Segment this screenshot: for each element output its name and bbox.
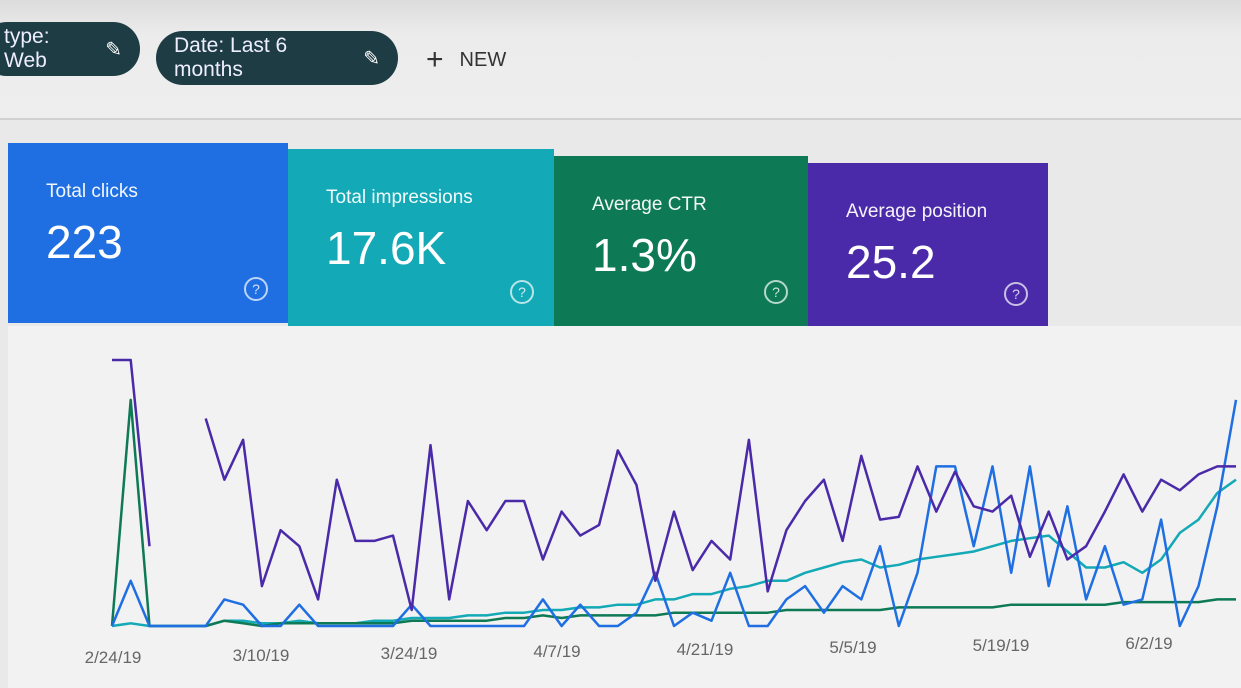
help-icon[interactable]: ? xyxy=(764,280,788,304)
help-icon[interactable]: ? xyxy=(510,280,534,304)
metric-value: 17.6K xyxy=(326,222,447,274)
x-tick-label: 5/5/19 xyxy=(829,638,877,657)
pencil-icon[interactable]: ✎ xyxy=(105,38,122,61)
x-tick-label: 4/21/19 xyxy=(676,640,734,659)
chip-label: Date: Last 6 months xyxy=(174,34,288,81)
search-type-filter-chip[interactable]: type: Web ✎ xyxy=(0,22,140,76)
plus-icon: + xyxy=(426,43,444,76)
chip-label: type: Web xyxy=(4,25,50,72)
x-tick-label: 3/10/19 xyxy=(232,646,290,665)
chart-svg xyxy=(110,358,1238,628)
metric-card-total-clicks[interactable]: Total clicks 223 ? xyxy=(8,143,288,323)
x-tick-label: 4/7/19 xyxy=(533,642,581,661)
metric-card-average-position[interactable]: Average position 25.2 ? xyxy=(808,163,1048,328)
filter-bar: type: Web ✎ Date: Last 6 months ✎ + NEW xyxy=(0,0,1241,120)
new-filter-button[interactable]: + NEW xyxy=(426,45,506,75)
pencil-icon[interactable]: ✎ xyxy=(363,47,380,70)
series-line-average-position xyxy=(112,358,1236,612)
x-tick-label: 2/24/19 xyxy=(84,648,142,667)
metric-value: 1.3% xyxy=(592,229,697,281)
series-line-average-ctr xyxy=(110,398,1236,628)
new-label: NEW xyxy=(459,48,507,71)
series-line-total-impressions xyxy=(111,478,1237,628)
metric-label: Average CTR xyxy=(592,194,707,215)
metric-value: 25.2 xyxy=(846,236,936,288)
date-filter-chip[interactable]: Date: Last 6 months ✎ xyxy=(156,31,398,85)
metric-label: Total impressions xyxy=(326,187,473,208)
x-tick-label: 5/19/19 xyxy=(972,636,1030,655)
x-tick-label: 3/24/19 xyxy=(380,644,438,663)
help-icon[interactable]: ? xyxy=(1004,282,1028,306)
performance-chart: 2/24/19 3/10/19 3/24/19 4/7/19 4/21/19 5/5/19… xyxy=(8,326,1241,688)
metric-label: Total clicks xyxy=(46,181,138,202)
x-tick-label: 6/2/19 xyxy=(1125,634,1173,653)
metric-value: 223 xyxy=(46,216,123,268)
help-icon[interactable]: ? xyxy=(244,277,268,301)
metric-label: Average position xyxy=(846,201,988,222)
metric-card-total-impressions[interactable]: Total impressions 17.6K ? xyxy=(288,149,554,326)
metric-card-average-ctr[interactable]: Average CTR 1.3% ? xyxy=(554,156,808,326)
series-line-total-clicks xyxy=(110,399,1238,628)
